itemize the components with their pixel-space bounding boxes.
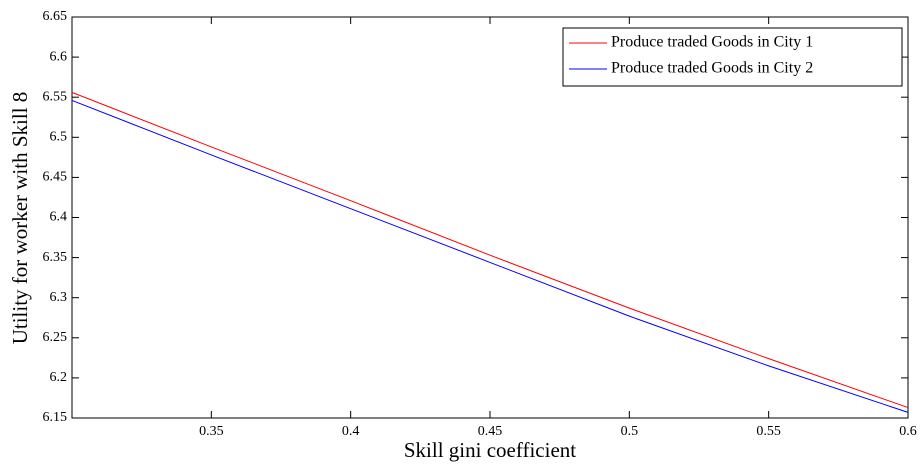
y-tick-label: 6.2: [50, 370, 68, 385]
y-tick-label: 6.35: [43, 250, 68, 265]
legend-label: Produce traded Goods in City 2: [611, 60, 813, 77]
x-axis-title: Skill gini coefficient: [404, 438, 576, 462]
x-tick-label: 0.5: [621, 424, 639, 439]
x-tick-label: 0.55: [756, 424, 781, 439]
line: [71, 99, 909, 413]
line: [71, 91, 909, 409]
y-tick-label: 6.15: [43, 410, 68, 425]
y-tick-label: 6.45: [43, 170, 68, 185]
y-tick-label: 6.55: [43, 89, 68, 104]
x-tick-label: 0.45: [478, 424, 503, 439]
x-tick-label: 0.6: [899, 424, 917, 439]
y-tick-label: 6.6: [50, 49, 68, 64]
y-tick-label: 6.65: [43, 9, 68, 24]
legend-label: Produce traded Goods in City 1: [611, 34, 813, 51]
y-axis-title: Utility for worker with Skill 8: [8, 92, 32, 345]
y-tick-label: 6.3: [50, 290, 68, 305]
x-tick-label: 0.35: [199, 424, 224, 439]
y-tick-label: 6.25: [43, 330, 68, 345]
y-tick-label: 6.4: [50, 210, 68, 225]
y-tick-label: 6.5: [50, 130, 68, 145]
legend-box: [562, 27, 903, 87]
x-tick-label: 0.4: [342, 424, 360, 439]
